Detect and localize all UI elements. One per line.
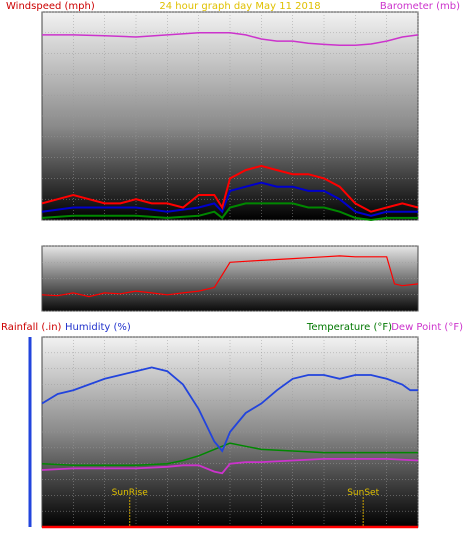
windspeed-label: Windspeed (mph) <box>6 1 95 12</box>
humidity-label: Humidity (%) <box>65 322 131 333</box>
wind-plot-area <box>41 11 419 221</box>
wind-gust-line <box>41 164 419 213</box>
temperature-label: Temperature (°F) <box>306 322 392 333</box>
humidity-series <box>41 366 419 529</box>
temperature-line <box>41 442 418 467</box>
direction-plot-area <box>41 245 419 312</box>
direction-series <box>41 255 419 298</box>
barometer-line <box>42 32 419 47</box>
graph-title: 24 hour graph day May 11 2018 <box>159 1 320 12</box>
dewpoint-line <box>41 457 419 475</box>
rainfall-label: Rainfall (.in) <box>1 322 62 333</box>
dewpoint-label: Dew Point (°F) <box>391 322 463 333</box>
sunset-label: SunSet <box>347 488 379 498</box>
wind-avg-line <box>41 181 418 217</box>
wind-series <box>41 32 419 222</box>
direction-line <box>41 255 419 298</box>
humidity-line <box>41 366 418 453</box>
wind-low-line <box>41 202 418 222</box>
barometer-label: Barometer (mb) <box>380 1 460 12</box>
sun-markers: SunRise SunSet <box>112 488 380 527</box>
sunrise-label: SunRise <box>112 488 149 498</box>
